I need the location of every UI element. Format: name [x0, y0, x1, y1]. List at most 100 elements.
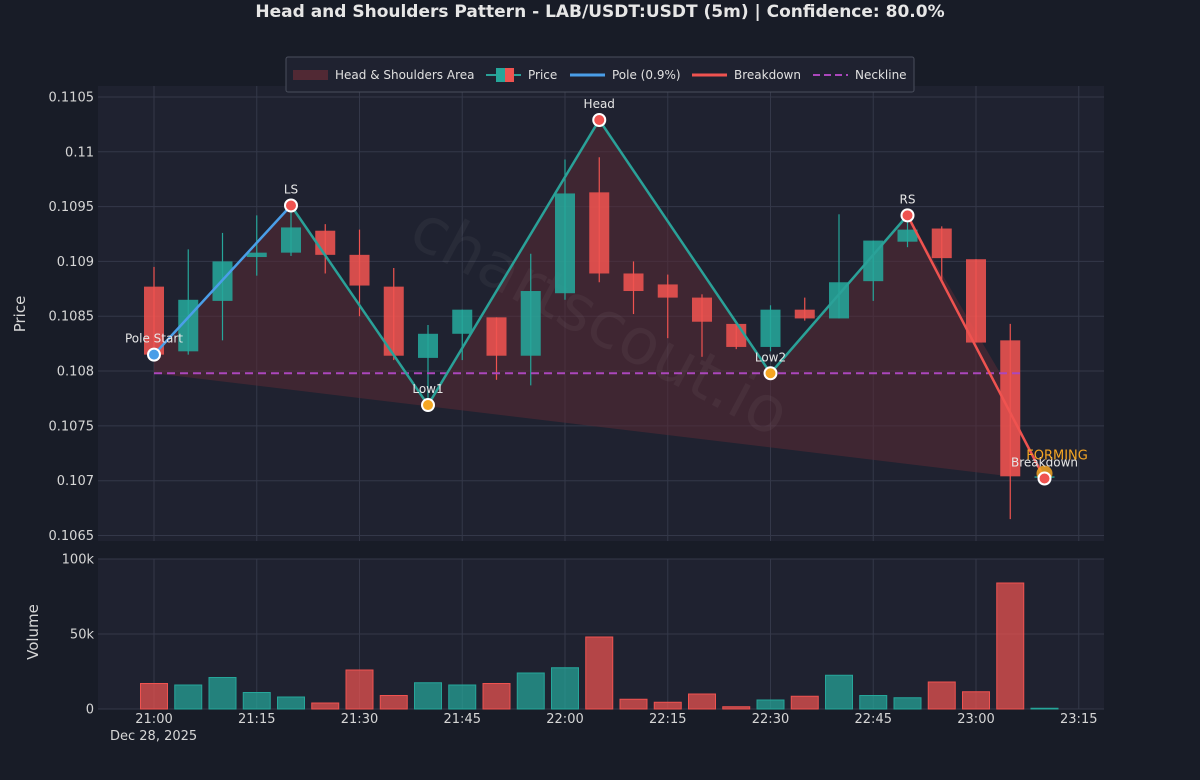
candle-body [383, 286, 404, 356]
candle-body [726, 323, 747, 347]
volume-tick-label: 50k [70, 628, 95, 643]
y-tick-label: 0.1085 [49, 310, 95, 325]
candle [794, 297, 815, 321]
candle-body [829, 282, 849, 319]
candle-body [520, 291, 541, 356]
candle-body [794, 309, 815, 319]
volume-bar [516, 672, 545, 710]
pattern-marker [763, 366, 778, 381]
candle [452, 309, 473, 361]
volume-bar [927, 681, 956, 710]
volume-bar [859, 695, 888, 710]
time-axis: 21:00 21:15 21:30 21:45 22:00 22:15 22:30 22:45… [135, 712, 1097, 727]
legend-neckline-label: Neckline [855, 68, 907, 82]
candle-body [418, 333, 438, 358]
candle-body [589, 192, 610, 274]
candle-body [657, 284, 678, 298]
candle [829, 214, 849, 319]
pattern-point-label: Low1 [412, 382, 443, 396]
volume-bar [414, 682, 442, 710]
x-tick-label: 21:45 [444, 712, 481, 727]
candle [966, 259, 986, 343]
volume-bar [825, 674, 853, 710]
volume-bar [277, 696, 305, 710]
candle-body [692, 297, 712, 322]
x-tick-label: 22:45 [855, 712, 892, 727]
volume-bar [996, 582, 1025, 710]
y-tick-label: 0.1065 [49, 529, 95, 544]
volume-bar [585, 636, 614, 710]
volume-axis-label: Volume [24, 604, 42, 660]
y-tick-label: 0.108 [57, 365, 94, 380]
candle [246, 215, 267, 276]
y-tick-label: 0.109 [57, 255, 94, 270]
legend: Head & Shoulders Area Price Pole (0.9%) … [285, 56, 915, 93]
candle [760, 305, 781, 352]
x-tick-label: 22:15 [649, 712, 686, 727]
pattern-point-label: Low2 [755, 350, 786, 364]
candle [418, 325, 438, 406]
volume-bar [482, 683, 511, 710]
volume-axis: 0 50k 100k [62, 553, 95, 718]
x-tick-label: 21:00 [135, 712, 172, 727]
y-tick-label: 0.1095 [49, 200, 95, 215]
date-label: Dec 28, 2025 [110, 729, 197, 744]
volume-bar [893, 697, 922, 710]
legend-price-down-swatch [505, 68, 514, 82]
candle-body [452, 309, 473, 334]
volume-tick-label: 100k [62, 553, 95, 568]
price-axis-label: Price [11, 296, 29, 333]
volume-bar [174, 684, 203, 710]
volume-bar [379, 695, 408, 710]
legend-breakdown-label: Breakdown [734, 68, 801, 82]
candle [520, 253, 541, 386]
pattern-marker [592, 112, 607, 127]
candle [726, 322, 747, 350]
volume-bar [653, 701, 682, 710]
candle [931, 226, 952, 281]
x-tick-label: 23:00 [957, 712, 994, 727]
x-tick-label: 22:00 [546, 712, 583, 727]
pattern-area-layer [154, 119, 1021, 477]
candle [589, 157, 610, 283]
pattern-area [154, 119, 1021, 477]
legend-area-swatch [293, 70, 328, 80]
candle-body [623, 273, 644, 292]
candle-body [144, 286, 164, 355]
pole-line [153, 204, 292, 356]
volume-bar [242, 692, 271, 710]
pattern-point-label: Head [584, 97, 615, 111]
candle [1000, 323, 1021, 520]
candle-body [281, 227, 301, 253]
x-tick-label: 21:15 [238, 712, 275, 727]
price-axis: 0.1065 0.107 0.1075 0.108 0.1085 0.109 0.1095 0… [49, 90, 95, 544]
y-tick-label: 0.11 [65, 145, 94, 160]
volume-bar [619, 698, 648, 710]
volume-tick-label: 0 [86, 703, 94, 718]
legend-pole-label: Pole (0.9%) [612, 68, 681, 82]
candle-body [246, 252, 267, 258]
pattern-point-label: Breakdown [1011, 456, 1078, 470]
volume-bar [448, 684, 477, 710]
candle [555, 159, 575, 300]
pattern-point-label: RS [900, 192, 916, 206]
y-tick-label: 0.107 [57, 474, 94, 489]
breakdown-line [906, 214, 1046, 480]
x-tick-label: 22:30 [752, 712, 789, 727]
x-tick-label: 21:30 [341, 712, 378, 727]
candle [692, 294, 712, 357]
volume-bar [1030, 707, 1059, 710]
candle-body [1000, 340, 1021, 477]
candle [144, 266, 164, 358]
pattern-point-label: Pole Start [125, 332, 183, 346]
volume-bars-layer [140, 582, 1059, 710]
candle-body [966, 259, 986, 343]
candle-body [897, 229, 918, 242]
candle-body [486, 317, 507, 356]
candle [383, 268, 404, 361]
candle [623, 261, 644, 315]
legend-area-label: Head & Shoulders Area [335, 68, 474, 82]
volume-bar [722, 706, 751, 710]
volume-bar [140, 683, 168, 710]
pattern-status-label: FORMING [1026, 448, 1088, 463]
